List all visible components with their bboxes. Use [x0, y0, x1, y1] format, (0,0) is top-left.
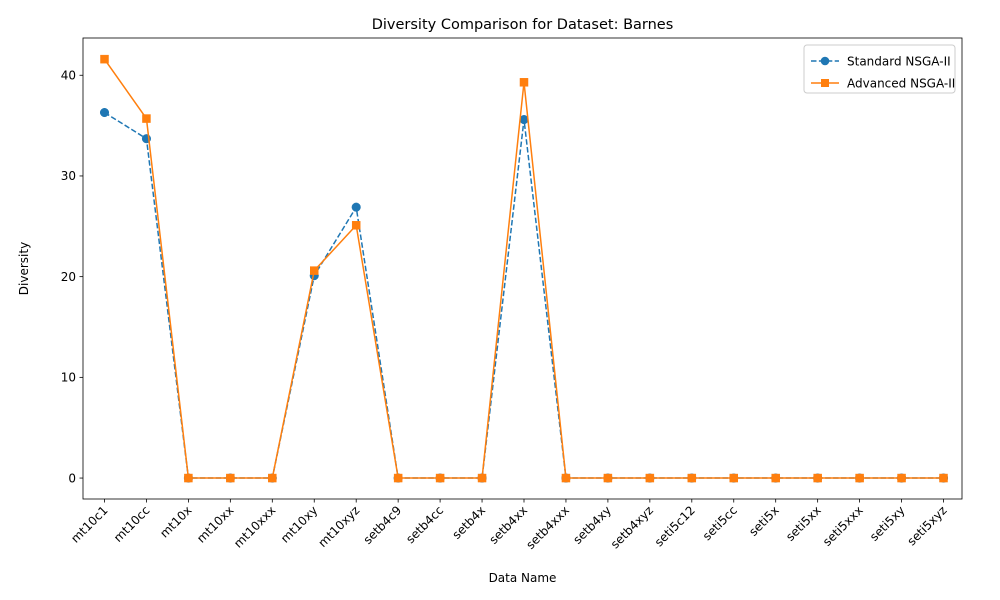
data-point — [100, 54, 109, 64]
y-tick-label: 0 — [68, 471, 76, 485]
legend-frame — [803, 44, 956, 94]
legend: Standard NSGA-II Advanced NSGA-II — [803, 44, 956, 94]
legend-item-1: Advanced NSGA-II — [811, 76, 955, 90]
data-point — [142, 114, 151, 123]
data-point — [99, 107, 110, 118]
data-point — [897, 473, 906, 483]
series-layer — [99, 54, 949, 483]
data-point — [939, 473, 948, 483]
data-point — [771, 473, 780, 483]
x-axis-title: Data Name — [489, 571, 557, 585]
legend-label: Standard NSGA-II — [847, 54, 951, 68]
legend-item-0: Standard NSGA-II — [811, 54, 951, 68]
data-point — [351, 202, 361, 212]
data-point — [310, 266, 319, 275]
data-point — [729, 473, 738, 483]
data-point — [687, 473, 697, 483]
data-point — [519, 78, 529, 87]
legend-marker — [820, 56, 830, 66]
data-point — [813, 473, 822, 483]
chart-title: Diversity Comparison for Dataset: Barnes — [372, 17, 674, 33]
y-tick-label: 20 — [61, 270, 76, 284]
data-point — [435, 473, 445, 483]
data-point — [603, 473, 613, 483]
data-point — [855, 473, 864, 483]
data-point — [184, 473, 193, 483]
data-point — [477, 473, 487, 483]
y-axis-title: Diversity — [17, 242, 31, 295]
y-tick-label: 40 — [61, 68, 76, 82]
y-tick-label: 10 — [61, 371, 76, 385]
data-point — [645, 473, 655, 483]
data-point — [226, 473, 235, 483]
data-point — [351, 221, 361, 230]
data-point — [561, 473, 571, 483]
data-point — [268, 473, 277, 483]
legend-marker — [821, 79, 829, 87]
y-tick-label: 30 — [61, 169, 76, 183]
series-1 — [100, 54, 948, 483]
legend-label: Advanced NSGA-II — [847, 76, 955, 90]
axes-frame — [82, 37, 963, 500]
y-axis: 0 10 20 30 40 — [61, 68, 83, 485]
data-point — [393, 473, 403, 483]
